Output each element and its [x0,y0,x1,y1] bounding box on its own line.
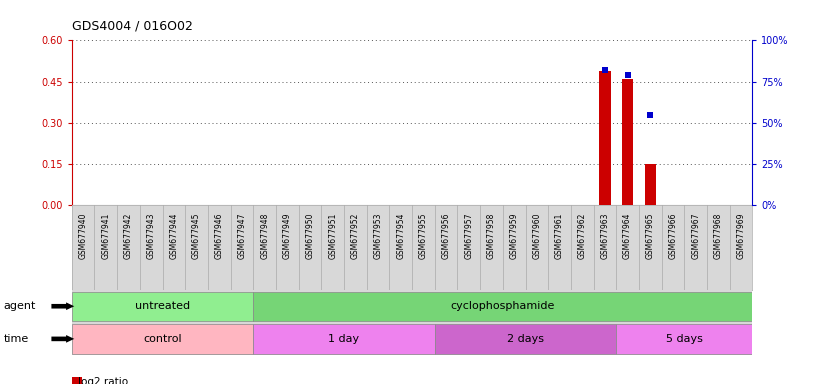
Bar [599,71,610,205]
Text: agent: agent [3,301,36,311]
Text: GSM677953: GSM677953 [374,212,383,259]
Text: GSM677958: GSM677958 [487,212,496,258]
Text: GSM677943: GSM677943 [147,212,156,259]
Text: 1 day: 1 day [329,334,360,344]
Text: GSM677940: GSM677940 [78,212,87,259]
Text: GSM677967: GSM677967 [691,212,700,259]
Bar [616,324,752,354]
Text: time: time [3,334,29,344]
Text: GDS4004 / 016O02: GDS4004 / 016O02 [72,20,193,33]
Text: GSM677969: GSM677969 [737,212,746,259]
Text: cyclophosphamide: cyclophosphamide [450,301,555,311]
Bar [72,291,253,321]
Text: log2 ratio: log2 ratio [78,377,128,384]
Text: control: control [144,334,182,344]
Text: 2 days: 2 days [507,334,544,344]
Bar [645,164,656,205]
Bar [253,324,435,354]
Text: GSM677961: GSM677961 [555,212,564,258]
Text: GSM677955: GSM677955 [419,212,428,259]
Text: GSM677949: GSM677949 [283,212,292,259]
Text: 5 days: 5 days [666,334,703,344]
Text: GSM677966: GSM677966 [668,212,677,259]
Text: GSM677942: GSM677942 [124,212,133,258]
Bar [435,324,616,354]
Text: GSM677959: GSM677959 [510,212,519,259]
Text: GSM677948: GSM677948 [260,212,269,258]
Text: GSM677947: GSM677947 [237,212,246,259]
Text: GSM677941: GSM677941 [101,212,110,258]
Text: GSM677946: GSM677946 [215,212,224,259]
Text: GSM677964: GSM677964 [623,212,632,259]
Text: GSM677960: GSM677960 [532,212,541,259]
Text: GSM677952: GSM677952 [351,212,360,258]
Text: GSM677945: GSM677945 [192,212,201,259]
Bar [622,79,633,205]
Text: GSM677957: GSM677957 [464,212,473,259]
Text: GSM677965: GSM677965 [645,212,654,259]
Text: GSM677950: GSM677950 [305,212,314,259]
Text: GSM677944: GSM677944 [170,212,179,259]
Text: GSM677968: GSM677968 [714,212,723,258]
Text: GSM677951: GSM677951 [328,212,337,258]
Text: untreated: untreated [135,301,190,311]
Bar [72,324,253,354]
Bar [253,291,752,321]
Text: GSM677963: GSM677963 [601,212,610,259]
Text: GSM677962: GSM677962 [578,212,587,258]
Text: GSM677956: GSM677956 [441,212,450,259]
Text: GSM677954: GSM677954 [397,212,406,259]
